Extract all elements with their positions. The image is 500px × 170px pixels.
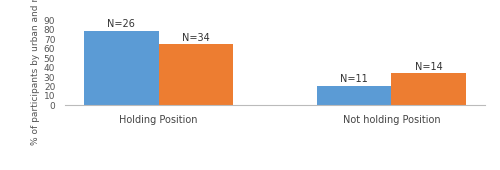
Bar	[84, 31, 158, 105]
Y-axis label: % of participants by urban and rural: % of participants by urban and rural	[30, 0, 40, 145]
Text: N=34: N=34	[182, 33, 210, 43]
Bar	[392, 73, 466, 105]
Text: N=11: N=11	[340, 74, 368, 84]
Text: N=14: N=14	[415, 62, 442, 72]
Text: N=26: N=26	[108, 19, 136, 29]
Bar	[158, 44, 233, 105]
Bar	[317, 86, 392, 105]
